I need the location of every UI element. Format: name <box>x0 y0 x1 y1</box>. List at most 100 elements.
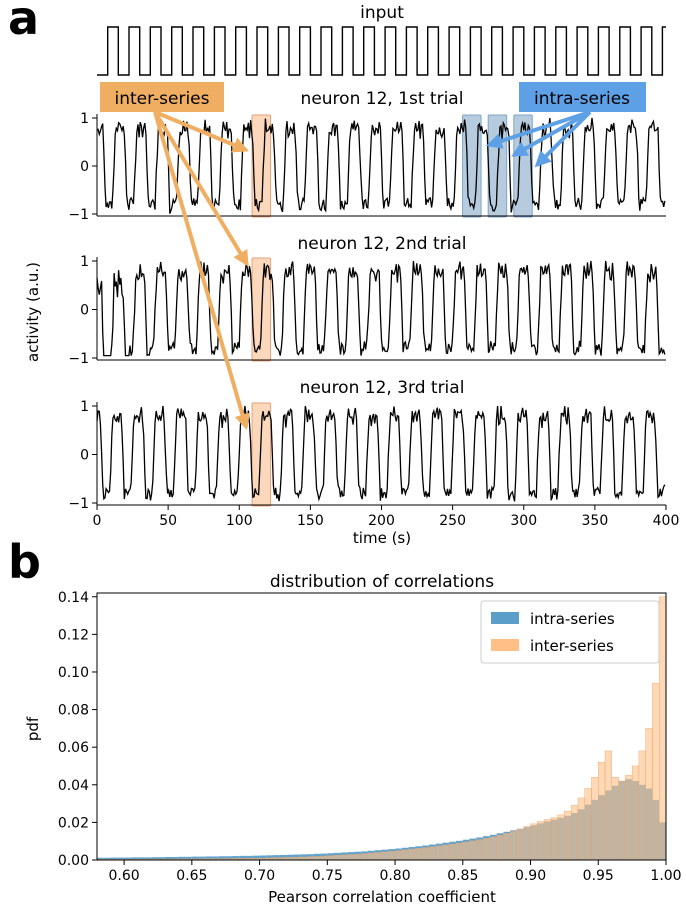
hist-xtick-label: 0.65 <box>176 868 207 884</box>
hist-bar-intra-series <box>144 857 152 860</box>
hist-bar-intra-series <box>191 856 199 860</box>
inter-series-label: inter-series <box>114 89 209 109</box>
hist-bar-inter-series <box>455 842 463 861</box>
panel-a-letter: a <box>8 0 39 45</box>
hist-bar-intra-series <box>130 857 138 860</box>
hist-bar-inter-series <box>381 851 389 861</box>
xtick-label: 400 <box>653 513 680 529</box>
hist-bar-inter-series <box>598 762 606 861</box>
hist-bar-intra-series <box>225 856 233 860</box>
xtick-label: 0 <box>93 513 102 529</box>
hist-bar-inter-series <box>388 851 396 861</box>
hist-ytick-label: 0.04 <box>58 778 89 794</box>
arrows <box>153 110 592 431</box>
hist-bar-intra-series <box>178 856 186 860</box>
intra-series-label: intra-series <box>534 89 630 109</box>
hist-bar-intra-series <box>110 857 118 860</box>
hist-ytick-label: 0.14 <box>58 590 89 606</box>
hist-bar-intra-series <box>185 856 192 860</box>
hist-bar-inter-series <box>442 844 450 861</box>
ytick-label: −1 <box>68 496 89 512</box>
hist-bar-inter-series <box>638 750 646 861</box>
hist-ytick-label: 0.06 <box>58 740 89 756</box>
xtick-label: 100 <box>226 513 253 529</box>
histogram-ylabel: pdf <box>24 716 42 741</box>
histogram-title: distribution of correlations <box>270 572 494 592</box>
hist-bar-inter-series <box>659 596 667 861</box>
hist-bar-inter-series <box>510 831 518 861</box>
hist-bar-inter-series <box>489 836 497 861</box>
hist-bar-inter-series <box>333 855 342 861</box>
input-label: input <box>360 3 404 23</box>
hist-bar-intra-series <box>117 857 125 860</box>
histogram-legend: intra-series inter-series <box>480 600 660 664</box>
hist-bar-inter-series <box>327 855 335 861</box>
xtick-label: 300 <box>510 513 537 529</box>
legend-label-inter: inter-series <box>530 637 614 655</box>
ytick-label: −1 <box>68 351 89 367</box>
hist-bar-inter-series <box>408 848 416 861</box>
hist-bar-inter-series <box>516 828 524 861</box>
hist-bar-inter-series <box>645 728 653 861</box>
legend-swatch-inter <box>491 639 519 651</box>
hist-bar-intra-series <box>137 857 145 860</box>
hist-bar-inter-series <box>570 805 579 861</box>
xtick-label: 150 <box>297 513 324 529</box>
hist-bar-inter-series <box>591 777 599 861</box>
hist-bar-inter-series <box>537 821 545 861</box>
inter-window-trial3-0 <box>251 402 272 507</box>
hist-xtick-label: 1.00 <box>650 868 681 884</box>
intra-arrow-1 <box>485 110 591 149</box>
trial-2-title: neuron 12, 2nd trial <box>298 234 467 254</box>
legend-label-intra: intra-series <box>530 610 615 628</box>
trace-trial-3 <box>96 405 666 502</box>
hist-bar-inter-series <box>625 775 633 861</box>
hist-ytick-label: 0.10 <box>58 665 89 681</box>
hist-bar-inter-series <box>306 856 314 861</box>
panel-a-ylabel: activity (a.u.) <box>24 262 42 362</box>
hist-bar-intra-series <box>246 855 253 860</box>
ytick-label: 0 <box>80 448 89 464</box>
hist-bar-inter-series <box>401 849 409 861</box>
hist-bar-inter-series <box>354 853 362 861</box>
hist-bar-inter-series <box>543 819 552 861</box>
hist-bar-inter-series <box>421 847 430 861</box>
hist-bar-intra-series <box>124 857 131 860</box>
panel-b-letter: b <box>8 535 41 589</box>
hist-bar-inter-series <box>367 852 375 861</box>
hist-bar-inter-series <box>415 848 423 861</box>
hist-bar-inter-series <box>476 839 484 861</box>
hist-bar-intra-series <box>151 857 158 860</box>
hist-bar-inter-series <box>347 854 355 861</box>
hist-bar-inter-series <box>482 838 491 861</box>
panel-b-axes: 0.60 0.65 0.70 0.75 0.80 0.85 0.90 0.95 1.00 0.00… <box>58 590 682 884</box>
activity-traces <box>96 117 666 502</box>
hist-bar-inter-series <box>611 777 619 861</box>
hist-bar-intra-series <box>266 855 274 860</box>
hist-bar-inter-series <box>394 850 403 861</box>
hist-xtick-label: 0.80 <box>379 868 410 884</box>
hist-bar-intra-series <box>218 856 226 860</box>
hist-bar-intra-series <box>239 855 247 860</box>
hist-xtick-label: 0.75 <box>312 868 343 884</box>
hist-ytick-label: 0.12 <box>58 627 89 643</box>
hist-bar-inter-series <box>374 852 382 861</box>
hist-ytick-label: 0.02 <box>58 815 89 831</box>
hist-bar-inter-series <box>530 823 538 861</box>
hist-bar-intra-series <box>171 856 179 860</box>
legend-frame <box>480 600 660 664</box>
hist-bar-intra-series <box>205 856 213 860</box>
hist-bar-inter-series <box>469 840 477 861</box>
hist-bar-inter-series <box>557 814 565 861</box>
hist-bar-inter-series <box>631 765 640 861</box>
hist-bar-intra-series <box>164 856 172 860</box>
inter-series-label-box <box>100 82 224 112</box>
hist-bar-inter-series <box>550 817 558 861</box>
ytick-label: 1 <box>80 111 89 127</box>
ytick-label: 0 <box>80 159 89 175</box>
trace-trial-2 <box>96 260 666 357</box>
highlight-windows <box>251 114 533 507</box>
trial-3-title: neuron 12, 3rd trial <box>300 378 465 398</box>
ytick-label: 0 <box>80 303 89 319</box>
